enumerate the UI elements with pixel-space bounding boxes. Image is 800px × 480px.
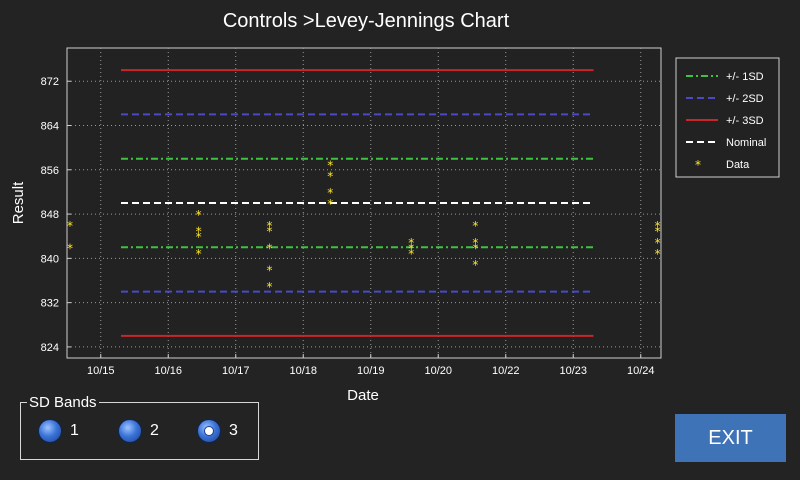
data-point: *: [327, 197, 333, 211]
sd-bands-label: SD Bands: [27, 394, 99, 411]
x-tick-label: 10/17: [222, 365, 250, 377]
legend-label: Data: [726, 159, 750, 171]
sd-band-option-label: 1: [70, 422, 79, 439]
data-point: *: [327, 169, 333, 183]
chart-legend: +/- 1SD +/- 2SD +/- 3SD Nominal * Data: [675, 57, 780, 178]
legend-label: +/- 3SD: [726, 115, 764, 127]
sd-band-radio-3[interactable]: 3: [197, 419, 238, 443]
data-point: *: [408, 241, 414, 255]
data-point: *: [655, 247, 661, 261]
sd-band-radio-2[interactable]: 2: [118, 419, 159, 443]
x-tick-label: 10/16: [154, 365, 182, 377]
data-points: **************************: [67, 158, 661, 294]
y-tick-label: 864: [41, 121, 59, 133]
legend-label: Nominal: [726, 137, 766, 149]
x-tick-label: 10/20: [424, 365, 452, 377]
data-point: *: [655, 225, 661, 239]
control-limit-lines: [121, 69, 594, 337]
y-tick-label: 832: [41, 298, 59, 310]
data-point: *: [67, 219, 73, 233]
sd-band-option-label: 3: [229, 422, 238, 439]
data-point: *: [472, 258, 478, 272]
data-point: *: [67, 241, 73, 255]
x-tick-label: 10/15: [87, 365, 115, 377]
radio-button-icon[interactable]: [118, 419, 142, 443]
data-point: *: [267, 263, 273, 277]
data-point: *: [655, 236, 661, 250]
radio-button-icon[interactable]: [38, 419, 62, 443]
data-point: *: [267, 219, 273, 233]
x-tick-label: 10/23: [559, 365, 587, 377]
data-point: *: [472, 236, 478, 250]
data-point: *: [196, 208, 202, 222]
x-tick-label: 10/18: [289, 365, 317, 377]
data-point: *: [267, 280, 273, 294]
y-tick-label: 848: [41, 209, 59, 221]
x-tick-label: 10/22: [492, 365, 520, 377]
y-tick-label: 824: [41, 342, 59, 354]
x-tick-label: 10/24: [627, 365, 655, 377]
chart-title: Controls >Levey-Jennings Chart: [222, 10, 510, 32]
y-tick-label: 872: [41, 76, 59, 88]
radio-button-icon[interactable]: [197, 419, 221, 443]
data-point: *: [327, 186, 333, 200]
legend-label: +/- 1SD: [726, 71, 764, 83]
data-point: *: [327, 158, 333, 172]
y-axis-label: Result: [10, 181, 27, 224]
x-tick-label: 10/19: [357, 365, 385, 377]
data-point: *: [267, 241, 273, 255]
data-point: *: [655, 219, 661, 233]
data-point: *: [408, 247, 414, 261]
data-point: *: [196, 225, 202, 239]
sd-band-option-label: 2: [150, 422, 159, 439]
data-point: *: [196, 247, 202, 261]
legend-marker: *: [695, 158, 701, 172]
x-axis-label: Date: [347, 387, 379, 400]
data-point: *: [408, 236, 414, 250]
data-point: *: [196, 230, 202, 244]
data-point: *: [472, 219, 478, 233]
exit-button[interactable]: EXIT: [675, 414, 786, 462]
x-axis-ticks: 10/15 10/16 10/17 10/18 10/19 10/20 10/22 10/23…: [87, 354, 655, 377]
y-tick-label: 856: [41, 165, 59, 177]
grid-lines: [67, 48, 661, 358]
data-point: *: [472, 241, 478, 255]
sd-band-radio-1[interactable]: 1: [38, 419, 79, 443]
y-tick-label: 840: [41, 253, 59, 265]
y-axis-ticks: 824 832 840 848 856 864 872: [41, 76, 71, 354]
data-point: *: [267, 225, 273, 239]
sd-bands-group: SD Bands 1 2 3: [20, 394, 259, 460]
legend-label: +/- 2SD: [726, 93, 764, 105]
